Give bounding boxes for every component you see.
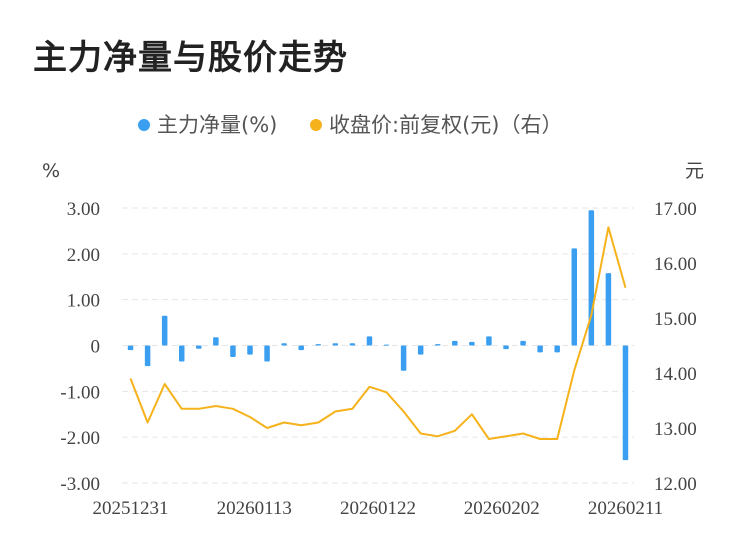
bar: [281, 343, 287, 346]
legend: 主力净量(%) 收盘价:前复权(元)（右）: [138, 113, 562, 137]
left-axis-tick-label: -2.00: [60, 428, 100, 449]
bar: [264, 345, 270, 362]
bar: [588, 210, 595, 346]
bar: [247, 345, 253, 355]
x-axis-tick-label: 20251231: [93, 498, 169, 519]
bar: [622, 345, 629, 461]
bar: [605, 273, 612, 346]
left-axis-tick-label: -3.00: [60, 474, 100, 495]
bar: [417, 345, 424, 355]
bar: [213, 337, 219, 346]
left-axis-tick-label: 3.00: [67, 199, 100, 220]
legend-marker-line: [310, 119, 322, 131]
bar: [469, 341, 475, 346]
bar: [400, 345, 407, 371]
left-axis-tick-label: -1.00: [60, 382, 100, 403]
bar: [127, 345, 134, 351]
bar: [298, 345, 304, 351]
bar: [434, 344, 441, 346]
bar: [554, 345, 560, 353]
bar: [196, 345, 202, 349]
x-axis-tick-label: 20260113: [217, 498, 292, 519]
x-axis-tick-label: 20260122: [340, 498, 416, 519]
x-axis-tick-label: 20260211: [588, 498, 663, 519]
bar: [520, 340, 526, 346]
right-axis-tick-label: 17.00: [654, 199, 697, 220]
x-axis-tick-label: 20260202: [464, 498, 540, 519]
gridlines: [122, 207, 634, 484]
legend-marker-bar: [138, 119, 150, 131]
left-axis-tick-label: 1.00: [67, 291, 100, 312]
chart-title: 主力净量与股价走势: [33, 38, 348, 78]
right-axis-unit: 元: [685, 160, 704, 182]
bar: [332, 343, 339, 346]
bar: [315, 344, 322, 346]
price-line: [129, 226, 627, 440]
bar: [571, 248, 578, 346]
legend-label-line: 收盘价:前复权(元)（右）: [329, 113, 562, 137]
bar: [452, 340, 458, 346]
bar-series: [127, 210, 629, 461]
legend-label-bar: 主力净量(%): [157, 113, 277, 137]
bar: [366, 336, 373, 346]
right-axis-tick-label: 15.00: [654, 309, 697, 330]
bar: [503, 345, 509, 350]
right-axis-tick-label: 14.00: [654, 364, 697, 385]
bar: [537, 345, 543, 353]
bar: [486, 336, 492, 346]
axes: % 元 3.00 2.00 1.00 0 -1.00 -2.00 -3.00 17.00 16.…: [42, 160, 704, 519]
line-series: [129, 226, 627, 440]
bar: [230, 345, 236, 357]
bar: [383, 344, 390, 346]
right-axis-tick-label: 13.00: [654, 419, 697, 440]
left-axis-tick-label: 0: [91, 337, 101, 358]
bar: [144, 345, 151, 367]
bar: [349, 343, 356, 346]
left-axis-unit: %: [42, 160, 60, 182]
left-axis-tick-label: 2.00: [67, 245, 100, 266]
right-axis-tick-label: 16.00: [654, 254, 697, 275]
right-axis-tick-label: 12.00: [654, 474, 697, 495]
bar: [161, 315, 168, 346]
bar: [178, 345, 185, 362]
